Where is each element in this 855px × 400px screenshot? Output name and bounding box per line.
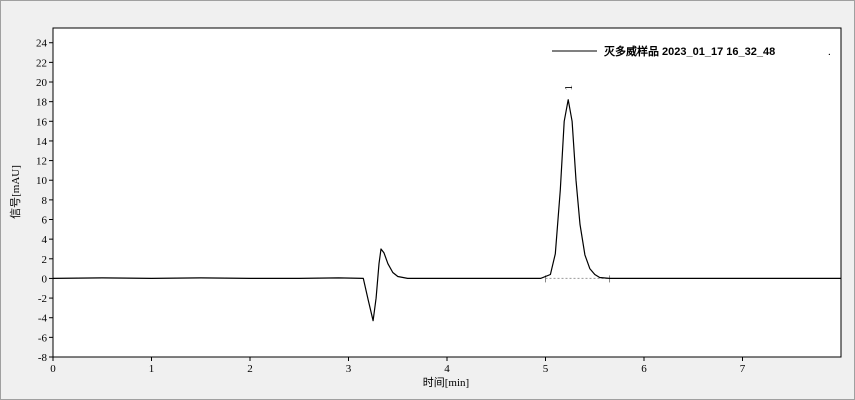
y-tick-label: 18 [36,97,48,109]
y-tick-label: 12 [36,156,47,168]
x-tick-label: 1 [149,363,155,375]
x-tick-label: 3 [346,363,352,375]
x-tick-label: 2 [247,363,253,375]
y-tick-label: -4 [38,313,48,325]
x-tick-label: 6 [641,363,647,375]
y-tick-label: 16 [36,116,48,128]
y-tick-label: 4 [42,234,48,246]
y-tick-label: 24 [36,38,48,50]
y-tick-label: 2 [42,254,48,266]
plot-area [52,27,842,358]
y-tick-label: 14 [36,136,48,148]
y-tick-label: 8 [42,195,48,207]
chromatogram-trace [52,99,841,322]
legend-entry: 灭多威样品 2023_01_17 16_32_48 [603,44,775,58]
legend-dot: . [828,46,831,58]
y-tick-label: 20 [36,77,48,89]
x-tick-label: 5 [543,363,549,375]
peak-label: 1 [563,85,575,91]
y-tick-label: -6 [38,332,48,344]
x-tick-label: 0 [50,363,56,375]
x-tick-label: 4 [444,363,450,375]
y-tick-label: 10 [36,175,48,187]
y-tick-label: -8 [38,352,48,364]
y-tick-label: 0 [42,273,48,285]
x-tick-label: 7 [740,363,746,375]
y-tick-label: -2 [38,293,47,305]
y-tick-label: 6 [42,215,48,227]
y-axis-label: 信号[mAU] [9,165,22,219]
x-axis-label: 时间[min] [423,376,469,389]
y-tick-label: 22 [36,57,47,69]
